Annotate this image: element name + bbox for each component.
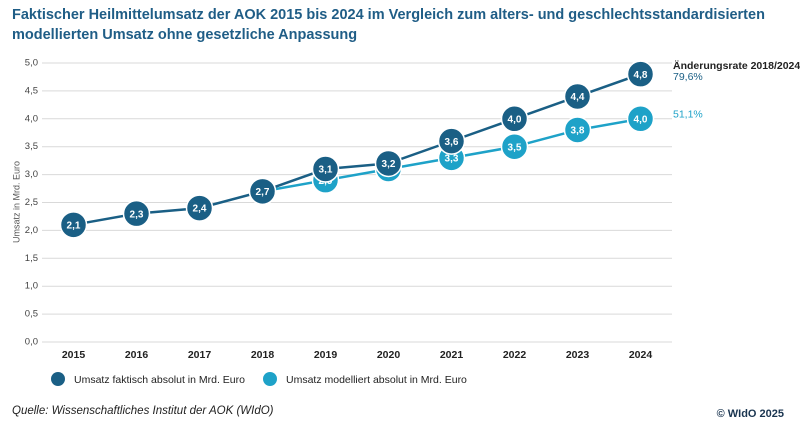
- y-tick-label: 1,5: [25, 253, 38, 264]
- x-tick-label: 2015: [62, 349, 86, 361]
- x-tick-label: 2024: [629, 349, 653, 361]
- legend-label: Umsatz modelliert absolut in Mrd. Euro: [286, 374, 467, 386]
- data-label: 3,1: [319, 165, 333, 176]
- data-point: [374, 149, 403, 178]
- data-point: [626, 60, 655, 88]
- data-point: [626, 105, 655, 133]
- y-tick-label: 2,0: [25, 225, 38, 236]
- data-point: [500, 132, 529, 161]
- y-tick-label: 4,0: [25, 113, 38, 124]
- legend-label: Umsatz faktisch absolut in Mrd. Euro: [74, 374, 245, 386]
- data-label: 4,0: [634, 114, 648, 125]
- y-tick-label: 1,0: [25, 281, 38, 292]
- data-point: [311, 155, 340, 183]
- data-label: 3,5: [508, 142, 522, 153]
- copyright: © WIdO 2025: [717, 408, 784, 420]
- y-tick-label: 4,5: [25, 85, 38, 96]
- data-label: 2,3: [130, 209, 144, 220]
- data-point: [563, 116, 592, 144]
- data-label: 4,4: [571, 92, 585, 103]
- y-tick-label: 0,5: [25, 309, 38, 320]
- data-point: [248, 177, 277, 206]
- x-tick-label: 2021: [440, 349, 464, 361]
- y-tick-label: 3,0: [25, 169, 38, 180]
- chart-title: Faktischer Heilmittelumsatz der AOK 2015…: [12, 7, 765, 23]
- change-rate: 79,6%: [673, 71, 703, 83]
- x-tick-label: 2019: [314, 349, 338, 361]
- y-tick-label: 0,0: [25, 337, 38, 348]
- data-label: 2,7: [256, 187, 270, 198]
- data-label: 4,0: [508, 114, 522, 125]
- x-tick-label: 2023: [566, 349, 590, 361]
- data-label: 3,8: [571, 126, 585, 137]
- x-tick-label: 2018: [251, 349, 275, 361]
- data-label: 2,4: [193, 204, 207, 215]
- data-point: [59, 211, 88, 239]
- data-label: 3,6: [445, 137, 459, 148]
- x-tick-label: 2020: [377, 349, 401, 361]
- y-axis-label: Umsatz in Mrd. Euro: [11, 161, 21, 243]
- legend-marker: [51, 372, 65, 386]
- data-point: [185, 194, 214, 222]
- y-tick-label: 5,0: [25, 58, 38, 69]
- annotation-header: Änderungsrate 2018/2024: [673, 59, 800, 72]
- source: Quelle: Wissenschaftliches Institut der …: [12, 405, 274, 417]
- change-rate: 51,1%: [673, 109, 703, 121]
- data-point: [563, 82, 592, 111]
- x-tick-label: 2022: [503, 349, 527, 361]
- legend-marker: [263, 372, 277, 386]
- data-label: 3,3: [445, 154, 459, 165]
- data-label: 4,8: [634, 70, 648, 81]
- data-point: [122, 199, 151, 228]
- data-label: 3,2: [382, 159, 396, 170]
- data-point: [437, 127, 466, 155]
- x-tick-label: 2017: [188, 349, 212, 361]
- y-tick-label: 3,5: [25, 141, 38, 152]
- chart-title: modellierten Umsatz ohne gesetzliche Anp…: [12, 27, 357, 43]
- data-point: [500, 105, 529, 133]
- y-tick-label: 2,5: [25, 197, 38, 208]
- series-line: [73, 72, 641, 227]
- data-label: 2,1: [67, 220, 81, 231]
- x-tick-label: 2016: [125, 349, 149, 361]
